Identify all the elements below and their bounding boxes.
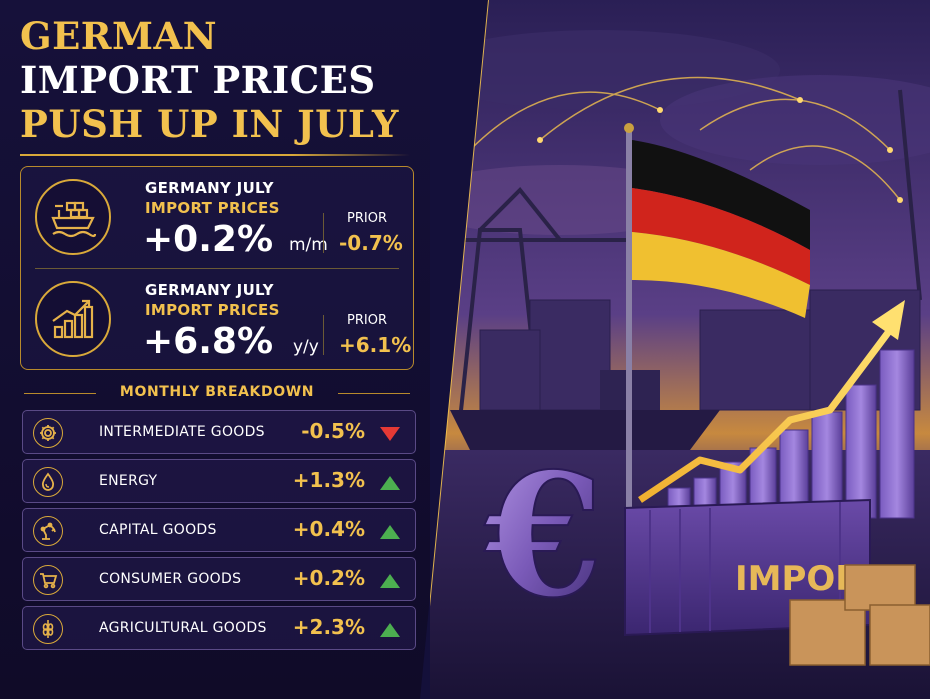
cargo-ship-icon bbox=[35, 179, 111, 255]
stat-mm-label-2: IMPORT PRICES bbox=[145, 199, 280, 217]
stat-yy-prior-label: PRIOR bbox=[347, 313, 387, 328]
breakdown-heading: MONTHLY BREAKDOWN bbox=[20, 384, 414, 402]
breakdown-value: -0.5% bbox=[301, 419, 365, 443]
breakdown-row-consumer: CONSUMER GOODS +0.2% bbox=[22, 557, 416, 601]
headline-line-1: GERMAN bbox=[20, 14, 218, 58]
breakdown-value: +1.3% bbox=[292, 468, 365, 492]
breakdown-row-agricultural: AGRICULTURAL GOODS +2.3% bbox=[22, 606, 416, 650]
stat-mm-unit: m/m bbox=[289, 235, 328, 255]
stat-yy-value: +6.8% bbox=[143, 321, 274, 362]
stat-yy-label-2: IMPORT PRICES bbox=[145, 301, 280, 319]
panel-edge bbox=[420, 0, 488, 699]
breakdown-name: CAPITAL GOODS bbox=[99, 522, 217, 538]
gear-icon bbox=[33, 418, 63, 448]
stat-mm: GERMANY JULY IMPORT PRICES +0.2% m/m PRI… bbox=[21, 167, 413, 267]
breakdown-heading-text: MONTHLY BREAKDOWN bbox=[119, 384, 315, 400]
stats-divider bbox=[35, 268, 399, 269]
heading-line-left bbox=[24, 393, 96, 394]
wheat-icon bbox=[33, 614, 63, 644]
breakdown-name: INTERMEDIATE GOODS bbox=[99, 424, 265, 440]
robot-arm-icon bbox=[33, 516, 63, 546]
breakdown-value: +2.3% bbox=[292, 615, 365, 639]
stat-yy: GERMANY JULY IMPORT PRICES +6.8% y/y PRI… bbox=[21, 269, 413, 369]
headline: GERMAN IMPORT PRICES PUSH UP IN JULY bbox=[20, 14, 399, 146]
rising-bar-chart-icon bbox=[35, 281, 111, 357]
headline-line-2: IMPORT PRICES bbox=[20, 58, 376, 102]
stat-mm-separator bbox=[323, 213, 324, 253]
breakdown-name: AGRICULTURAL GOODS bbox=[99, 620, 267, 636]
euro-symbol: € bbox=[484, 436, 603, 636]
stat-mm-prior-label: PRIOR bbox=[347, 211, 387, 226]
stat-yy-prior-value: +6.1% bbox=[339, 333, 412, 357]
oil-drop-icon bbox=[33, 467, 63, 497]
headline-rule bbox=[20, 154, 410, 156]
stat-yy-separator bbox=[323, 315, 324, 355]
breakdown-row-capital: CAPITAL GOODS +0.4% bbox=[22, 508, 416, 552]
stats-box: GERMANY JULY IMPORT PRICES +0.2% m/m PRI… bbox=[20, 166, 414, 370]
info-panel: GERMAN IMPORT PRICES PUSH UP IN JULY GER… bbox=[0, 0, 488, 699]
headline-line-3: PUSH UP IN JULY bbox=[20, 102, 399, 146]
up-triangle-icon bbox=[380, 574, 400, 588]
stat-mm-label-1: GERMANY JULY bbox=[145, 179, 274, 197]
breakdown-value: +0.4% bbox=[292, 517, 365, 541]
down-triangle-icon bbox=[380, 427, 400, 441]
up-triangle-icon bbox=[380, 623, 400, 637]
heading-line-right bbox=[338, 393, 410, 394]
stat-mm-value: +0.2% bbox=[143, 219, 274, 260]
up-triangle-icon bbox=[380, 476, 400, 490]
breakdown-value: +0.2% bbox=[292, 566, 365, 590]
breakdown-row-energy: ENERGY +1.3% bbox=[22, 459, 416, 503]
up-triangle-icon bbox=[380, 525, 400, 539]
breakdown-row-intermediate: INTERMEDIATE GOODS -0.5% bbox=[22, 410, 416, 454]
breakdown-name: CONSUMER GOODS bbox=[99, 571, 242, 587]
stat-yy-label-1: GERMANY JULY bbox=[145, 281, 274, 299]
shopping-cart-icon bbox=[33, 565, 63, 595]
stat-yy-unit: y/y bbox=[293, 337, 319, 357]
breakdown-name: ENERGY bbox=[99, 473, 158, 489]
stat-mm-prior-value: -0.7% bbox=[339, 231, 403, 255]
